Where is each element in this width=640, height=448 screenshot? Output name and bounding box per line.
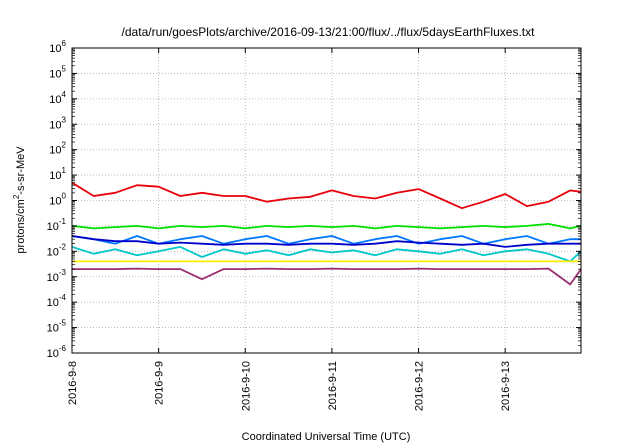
y-tick-label: 10-6	[47, 344, 67, 360]
x-tick-label: 2016-9-11	[327, 361, 339, 410]
x-tick-label: 2016-9-8	[67, 361, 79, 405]
series-group	[71, 181, 582, 286]
y-axis-label-sup: 2	[12, 194, 21, 199]
y-tick-label: 10-3	[47, 268, 67, 284]
x-axis-label: Coordinated Universal Time (UTC)	[242, 431, 411, 443]
series-line	[71, 245, 582, 263]
series-line	[72, 267, 582, 286]
series-line	[71, 181, 582, 210]
y-tick-label: 103	[49, 115, 66, 131]
x-tick-label: 2016-9-12	[414, 361, 426, 411]
y-tick-label: 101	[49, 166, 66, 182]
x-tick-label: 2016-9-9	[154, 361, 166, 405]
grid	[72, 48, 581, 353]
x-tick-label: 2016-9-10	[240, 361, 252, 411]
y-tick-label: 104	[49, 90, 66, 106]
y-tick-label: 100	[49, 192, 66, 208]
y-tick-label: 10-2	[47, 242, 67, 258]
x-tick-label: 2016-9-13	[500, 361, 512, 411]
y-axis: 10-6 10-5 10-4 10-3 10-2 10-1 100 101 102 103 104 1…	[47, 39, 581, 360]
y-tick-label: 10-1	[47, 217, 67, 233]
y-tick-label: 10-4	[47, 293, 67, 309]
y-axis-label-rest: -s-sr-MeV	[15, 146, 27, 195]
series-line	[71, 222, 582, 230]
chart-title: /data/run/goesPlots/archive/2016-09-13/2…	[122, 25, 536, 39]
y-tick-label: 106	[49, 39, 66, 55]
y-axis-label: protons/cm2-s-sr-MeV	[12, 146, 27, 254]
y-tick-label: 102	[49, 141, 66, 157]
y-tick-label: 105	[49, 64, 66, 80]
y-tick-label: 10-5	[47, 319, 67, 335]
y-axis-label-main: protons/cm	[15, 199, 27, 253]
x-axis: 2016-9-8 2016-9-9 2016-9-10 2016-9-11 2016-9…	[67, 48, 512, 411]
series-line	[71, 235, 581, 248]
